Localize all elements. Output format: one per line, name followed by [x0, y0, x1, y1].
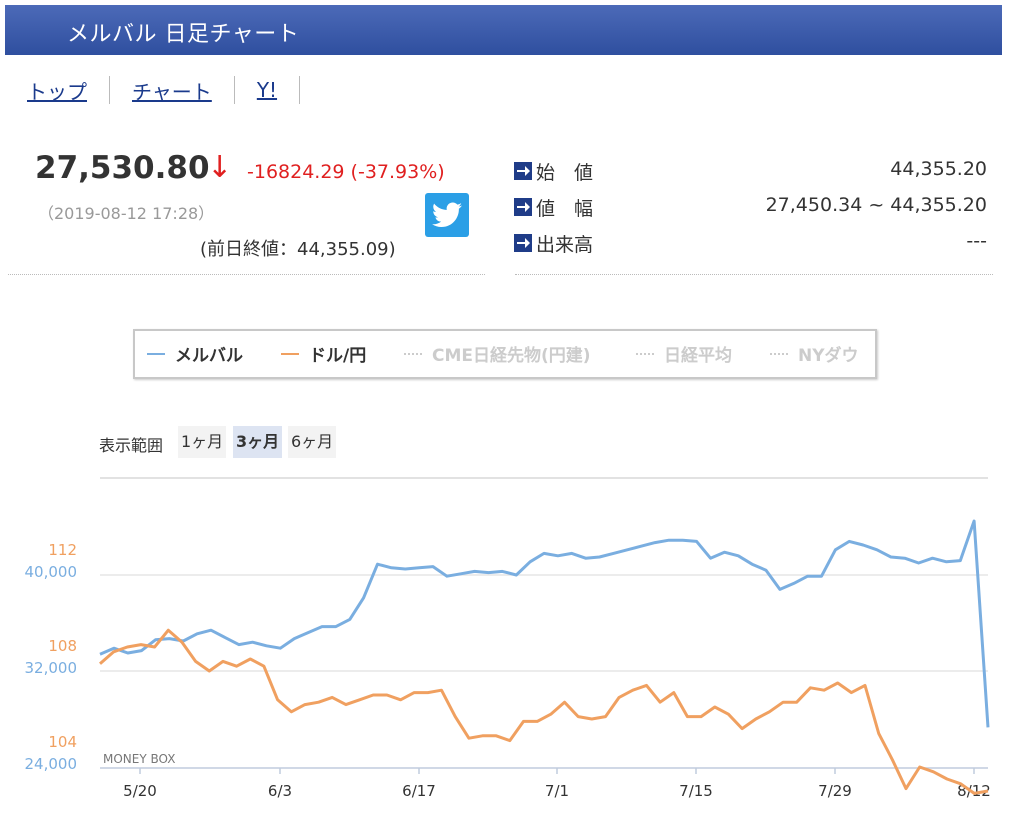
current-price: 27,530.80 [35, 150, 210, 186]
stat-volume: 出来高 --- [514, 230, 987, 256]
page-title: メルバル 日足チャート [67, 22, 300, 47]
y-tick-label-merval: 40,000 [25, 563, 78, 581]
stat-value: 44,355.20 [890, 158, 987, 180]
y-tick-label-merval: 32,000 [25, 659, 78, 677]
divider [8, 274, 485, 275]
x-tick-label: 7/1 [545, 782, 569, 800]
legend-item-nikkei[interactable]: 日経平均 [636, 341, 732, 366]
stat-label: 出来高 [536, 234, 594, 256]
arrow-right-icon [514, 198, 532, 216]
y-tick-label-merval: 24,000 [25, 755, 78, 773]
legend-item-usdjpy[interactable]: ドル/円 [281, 341, 366, 366]
legend-line-icon [770, 352, 788, 355]
watermark-text: MONEY BOX [103, 752, 175, 766]
price-chart: 40,000 32,000 24,000 112 108 104 5/20 6/3 6/17 7/… [25, 477, 991, 800]
legend-line-icon [636, 352, 654, 355]
range-3month-button[interactable]: 3ヶ月 [233, 426, 283, 458]
nav-separator [233, 76, 235, 104]
stat-label: 始 値 [536, 162, 594, 184]
page-header: メルバル 日足チャート [5, 5, 1002, 55]
nav-separator [299, 76, 301, 104]
x-tick-label: 6/3 [268, 782, 292, 800]
y-tick-label-usdjpy: 112 [48, 541, 77, 559]
legend-label: NYダウ [798, 346, 859, 366]
legend-item-merval[interactable]: メルバル [147, 341, 243, 366]
legend-label: CME日経先物(円建) [432, 346, 591, 366]
legend-label: ドル/円 [309, 346, 367, 366]
range-6month-button[interactable]: 6ヶ月 [288, 426, 337, 458]
x-tick-label: 7/15 [679, 782, 713, 800]
x-tick-label: 7/29 [818, 782, 852, 800]
stat-open: 始 値 44,355.20 [514, 158, 987, 184]
stat-value: --- [966, 230, 987, 252]
legend-label: 日経平均 [664, 346, 732, 366]
range-label: 表示範囲 [99, 436, 164, 455]
y-tick-label-usdjpy: 104 [48, 733, 77, 751]
series-line-usdjpy [99, 628, 989, 795]
x-tick-label: 5/20 [123, 782, 157, 800]
divider [515, 274, 993, 275]
quote-timestamp: （2019-08-12 17:28） [38, 204, 215, 223]
arrow-right-icon [514, 162, 532, 180]
y-tick-label-usdjpy: 108 [48, 637, 77, 655]
stat-value: 27,450.34 ~ 44,355.20 [765, 194, 987, 216]
range-1month-button[interactable]: 1ヶ月 [178, 426, 227, 458]
nav-yahoo-link[interactable]: Y! [256, 78, 278, 102]
previous-close: (前日終値：44,355.09) [200, 239, 396, 260]
down-arrow-icon: ↓ [207, 150, 233, 185]
legend-line-icon [147, 352, 165, 355]
arrow-right-icon [514, 234, 532, 252]
nav-chart-link[interactable]: チャート [132, 79, 212, 104]
series-line-merval [99, 519, 990, 728]
legend-item-cme-nikkei[interactable]: CME日経先物(円建) [404, 341, 591, 366]
legend-label: メルバル [175, 346, 243, 366]
price-change: -16824.29 (-37.93%) [247, 161, 445, 183]
twitter-share-button[interactable] [425, 193, 469, 237]
stat-range: 値 幅 27,450.34 ~ 44,355.20 [514, 194, 987, 220]
chart-legend: メルバル ドル/円 CME日経先物(円建) 日経平均 NYダウ [133, 329, 877, 379]
legend-line-icon [404, 352, 422, 355]
x-tick-label: 6/17 [402, 782, 436, 800]
stat-label: 値 幅 [536, 198, 594, 220]
legend-line-icon [281, 352, 299, 355]
nav-separator [109, 76, 110, 104]
legend-item-nydow[interactable]: NYダウ [770, 341, 859, 366]
nav-top-link[interactable]: トップ [27, 79, 87, 104]
nav-bar: トップ チャート Y! [27, 75, 322, 105]
twitter-bird-icon [432, 202, 462, 227]
